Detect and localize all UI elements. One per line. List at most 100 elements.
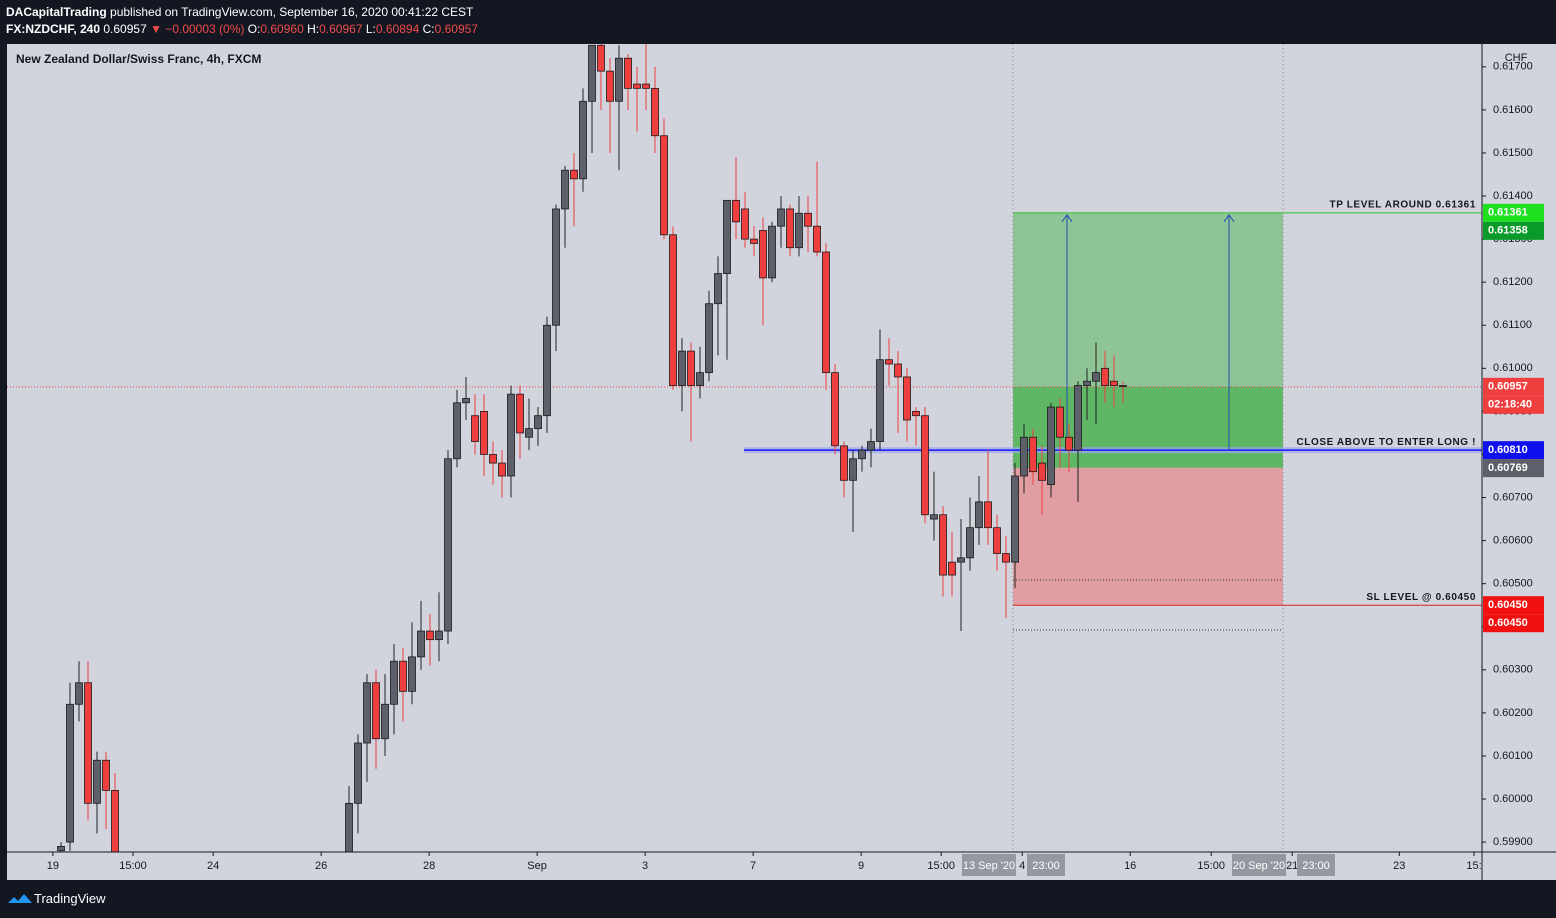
ohlc-value: 0.60957 [434,22,478,36]
x-tick-label: 28 [423,860,435,872]
candle-body [651,87,659,137]
candle-body [750,238,758,244]
candle-body [408,656,416,692]
candle-body [552,208,560,326]
x-tick-label: 15:00 [119,860,147,872]
y-tick-label: 0.60500 [1493,578,1533,590]
candle-body [660,135,668,236]
y-tick-label: 0.61200 [1493,276,1533,288]
candle-body [921,415,929,516]
candle-body [858,449,866,460]
x-tick-label: 19 [47,860,59,872]
x-tick-label: 15: [1466,860,1481,872]
candle-body [597,44,605,72]
publish-line: DACapitalTrading published on TradingVie… [6,5,473,19]
candle-body [381,703,389,740]
candle-body [822,251,830,374]
candle-body [570,169,578,180]
candle-body [903,376,911,421]
quote-line: FX:NZDCHF, 240 0.60957 ▼ −0.00003 (0%) O… [6,22,478,36]
ohlc-key: O: [247,22,261,36]
date-box [1232,854,1286,876]
candle-body [768,225,776,279]
change: ▼ −0.00003 (0%) [150,22,245,36]
candle-body [975,501,983,529]
candle-body [687,350,695,386]
candle-body [606,70,614,102]
ohlc-key: C: [422,22,435,36]
candle-body [624,57,632,89]
candle-body [354,742,362,804]
ohlc-key: L: [365,22,376,36]
candle-body [417,630,425,658]
candle-body [885,359,893,365]
candle-body [894,363,902,378]
annotation: CLOSE ABOVE TO ENTER LONG ! [1296,437,1476,448]
candle-body [696,372,704,386]
candle-body [723,199,731,274]
time-box-label: 23:00 [1302,860,1330,872]
candle-body [615,57,623,102]
x-tick-label: 9 [858,860,864,872]
countdown-bg [1483,395,1544,414]
y-tick-label: 0.61100 [1493,319,1532,331]
header: DACapitalTrading published on TradingVie… [0,0,1556,43]
time-box [1297,854,1335,876]
y-tick-label: 0.61600 [1493,104,1533,116]
candle-body [705,303,713,374]
logo [8,894,32,903]
candle-body [57,846,65,852]
ohlc-value: 0.60894 [375,22,420,36]
candle-body [1074,385,1082,451]
y-tick-label: 0.61400 [1493,190,1533,202]
candle-body [741,208,749,240]
brand: TradingView [34,891,106,906]
candle-body [561,169,569,210]
price-label: 0.60957 [1488,381,1528,393]
price-label-bg [1483,441,1544,460]
candle-body [489,454,497,464]
candle-body [471,415,479,442]
date-box [962,854,1016,876]
x-tick-label: 7 [750,860,756,872]
candle-body [84,682,92,804]
candle-body [984,501,992,529]
y-tick-label: 0.59900 [1493,836,1533,848]
candle-body [435,630,443,641]
price-label-bg [1483,596,1544,615]
plot [7,44,1482,852]
y-tick-label: 0.60200 [1493,707,1533,719]
price-label: 0.61358 [1488,225,1528,237]
candle-body [525,428,533,438]
ohlc-key: H: [307,22,320,36]
x-tick-label: 3 [642,860,648,872]
y-tick-label: 0.60300 [1493,664,1533,676]
price-label: 0.60810 [1488,444,1528,456]
candle-body [480,410,488,455]
price-label-bg [1483,221,1544,240]
footer: TradingView [0,880,1556,918]
candle-body [363,682,371,744]
countdown: 02:18:40 [1488,399,1532,411]
candle-body [588,44,596,102]
candle-body [1092,372,1100,382]
candle-body [453,402,461,460]
x-tick-label: 26 [315,860,327,872]
x-tick-label: 23 [1393,860,1405,872]
plot-bg [7,44,1556,880]
y-tick-label: 0.61000 [1493,362,1533,374]
y-tick-label: 0.61500 [1493,147,1533,159]
date-box-label: 20 Sep '20 [1233,860,1285,872]
y-tick-label: 0.60000 [1493,793,1533,805]
annotation: SL LEVEL @ 0.60450 [1366,592,1476,603]
candle-body [66,703,74,843]
candle-body [849,458,857,481]
x-tick-label: 16 [1124,860,1136,872]
candle-body [831,372,839,447]
candle-body [372,682,380,740]
chart-title: New Zealand Dollar/Swiss Franc, 4h, FXCM [16,52,261,66]
candle-body [111,790,119,852]
ohlc-value: 0.60960 [260,22,304,36]
price-label: 0.60769 [1488,462,1528,474]
